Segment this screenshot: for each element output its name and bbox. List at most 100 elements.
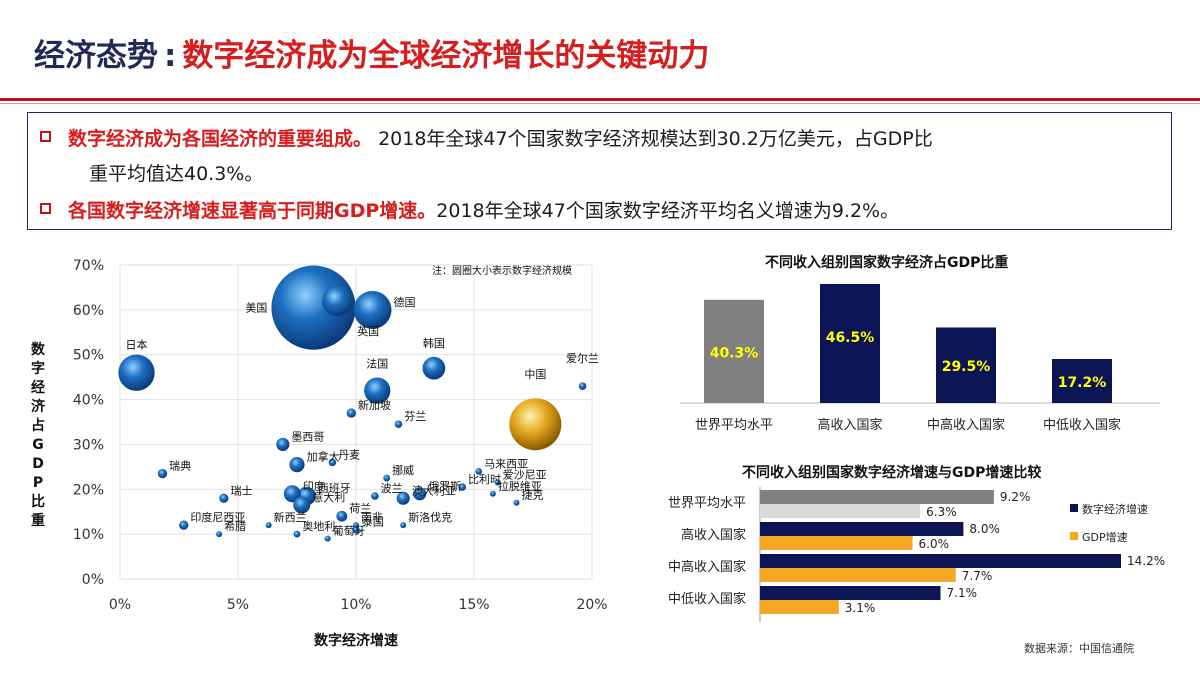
bubble-label: 印度尼西亚 xyxy=(190,510,245,524)
summary-line-1: 数字经济成为各国经济的重要组成。 2018年全球47个国家数字经济规模达到30.… xyxy=(68,124,933,151)
bubble-瑞典 xyxy=(157,468,168,479)
hbar-category-label: 高收入国家 xyxy=(681,527,746,543)
summary-highlight-3: 各国数字经济增速显著高于同期GDP增速。 xyxy=(68,200,437,222)
bubble-label: 意大利 xyxy=(312,490,345,504)
bubble-印度尼西亚 xyxy=(179,520,189,530)
bar-category-label: 中高收入国家 xyxy=(927,417,1005,433)
y-axis-label-char: D xyxy=(32,456,44,472)
x-tick-label: 0% xyxy=(109,597,131,613)
bubble-荷兰 xyxy=(336,510,348,522)
summary-line-2: 重平均值达40.3%。 xyxy=(89,163,264,185)
bubble-爱尔兰 xyxy=(578,382,587,390)
bar-category-label: 世界平均水平 xyxy=(695,418,773,433)
y-axis-label-char: 占 xyxy=(31,417,45,434)
bubble-label: 捷克 xyxy=(521,488,543,502)
bullet-square-icon xyxy=(40,131,51,142)
bar-chart-title: 不同收入组别国家数字经济占GDP比重 xyxy=(765,255,1009,271)
y-axis-label-char: P xyxy=(33,475,43,491)
x-tick-label: 20% xyxy=(576,597,607,613)
bar-中高收入国家 xyxy=(936,327,996,403)
y-axis-label-char: 数 xyxy=(31,341,46,358)
hbar-gdp-value: 3.1% xyxy=(845,601,876,615)
hbar-gdp-高收入国家 xyxy=(760,536,913,550)
hbar-digital-中低收入国家 xyxy=(760,586,941,600)
bubble-label: 爱沙尼亚 xyxy=(503,469,547,482)
summary-text-1: 2018年全球47个国家数字经济规模达到30.2万亿美元，占GDP比 xyxy=(378,128,933,150)
hbar-category-label: 中低收入国家 xyxy=(668,591,746,607)
bubble-label: 加拿大 xyxy=(307,450,340,464)
hbar-digital-value: 7.1% xyxy=(947,586,978,600)
hbar-category-label: 世界平均水平 xyxy=(668,496,746,511)
hbar-gdp-value: 7.7% xyxy=(962,569,993,583)
bubble-挪威 xyxy=(383,474,391,482)
y-tick-label: 60% xyxy=(73,303,104,319)
header-rule-thin xyxy=(0,103,1200,104)
bubble-爱沙尼亚 xyxy=(494,479,501,486)
hbar-gdp-中高收入国家 xyxy=(760,568,956,582)
hbar-digital-value: 8.0% xyxy=(969,522,1000,536)
legend-swatch-gdp xyxy=(1070,532,1078,540)
title-separator: : xyxy=(164,38,177,74)
bubble-泰国 xyxy=(352,525,360,534)
hbar-category-label: 中高收入国家 xyxy=(668,559,746,575)
y-tick-label: 10% xyxy=(73,527,104,543)
bubble-label: 韩国 xyxy=(423,336,445,350)
bar-category-label: 高收入国家 xyxy=(817,417,882,433)
y-axis-label-char: G xyxy=(32,437,44,453)
bar-value-label: 17.2% xyxy=(1058,375,1107,391)
growth-comparison-bar-chart: 世界平均水平 9.2% 6.3% 高收入国家 8.0% 6.0% 中高收入国家 14.2% 7.… xyxy=(668,487,1165,622)
x-tick-label: 5% xyxy=(227,597,249,613)
hbar-digital-世界平均水平 xyxy=(760,490,994,504)
bubble-瑞士 xyxy=(219,493,229,503)
summary-text-3: 2018年全球47个国家数字经济平均名义增速为9.2%。 xyxy=(436,200,900,222)
bubble-label: 南非 xyxy=(361,511,383,524)
bubble-label: 奥地利 xyxy=(302,519,335,533)
bubble-label: 拉脱维亚 xyxy=(498,479,542,493)
data-source: 数据来源：中国信通院 xyxy=(1024,642,1134,655)
bubble-label: 比利时 xyxy=(468,473,501,486)
legend-label-gdp: GDP增速 xyxy=(1082,530,1128,544)
chart-note: 注：圆圈大小表示数字经济规模 xyxy=(432,264,572,277)
y-axis-label-char: 重 xyxy=(31,512,45,529)
bubble-丹麦 xyxy=(328,458,337,467)
bubble-label: 葡萄牙 xyxy=(333,525,366,538)
bubble-俄罗斯 xyxy=(413,487,427,501)
bar-value-label: 40.3% xyxy=(710,345,759,361)
y-tick-label: 0% xyxy=(82,572,104,588)
hbar-gdp-中低收入国家 xyxy=(760,600,839,614)
bubble-新西兰 xyxy=(265,522,272,529)
hbar-gdp-世界平均水平 xyxy=(760,504,921,518)
bubble-比利时 xyxy=(458,483,466,491)
bubble-中国 xyxy=(509,398,562,451)
bubble-label: 瑞士 xyxy=(230,483,252,497)
bubble-label: 荷兰 xyxy=(349,502,371,515)
bubble-label: 新加坡 xyxy=(358,398,391,412)
summary-line-3: 各国数字经济增速显著高于同期GDP增速。2018年全球47个国家数字经济平均名义… xyxy=(68,196,899,223)
bar-value-label: 46.5% xyxy=(826,330,875,346)
bubble-加拿大 xyxy=(289,457,305,473)
bubble-捷克 xyxy=(513,499,520,506)
bubble-label: 斯洛伐克 xyxy=(408,510,452,524)
bubble-墨西哥 xyxy=(276,437,290,452)
bubble-label: 挪威 xyxy=(392,463,414,477)
bubble-斯洛伐克 xyxy=(400,522,407,529)
bubble-label: 美国 xyxy=(245,302,267,315)
income-share-bar-chart: 40.3% 世界平均水平 46.5% 高收入国家 29.5% 中高收入国家 17.2% 中低收… xyxy=(680,283,1160,433)
hbar-gdp-value: 6.3% xyxy=(926,505,957,519)
y-tick-label: 70% xyxy=(73,258,104,274)
bubble-label: 泰国 xyxy=(362,515,384,529)
bubble-南非 xyxy=(353,522,359,529)
hbar-digital-高收入国家 xyxy=(760,522,964,536)
y-axis-label-char: 经 xyxy=(31,379,45,396)
bubble-意大利 xyxy=(293,496,311,514)
summary-box xyxy=(27,112,1172,230)
y-tick-label: 30% xyxy=(73,437,104,453)
bubble-label: 墨西哥 xyxy=(291,430,324,443)
hbar-digital-value: 9.2% xyxy=(1000,490,1031,504)
hbar-chart-title: 不同收入组别国家数字经济增速与GDP增速比较 xyxy=(742,465,1042,481)
hbar-digital-value: 14.2% xyxy=(1127,554,1165,568)
hbar-gdp-value: 6.0% xyxy=(919,537,950,551)
hbar-digital-中高收入国家 xyxy=(760,554,1121,568)
legend-swatch-digital xyxy=(1070,504,1078,512)
bullet-square-icon xyxy=(40,203,51,214)
